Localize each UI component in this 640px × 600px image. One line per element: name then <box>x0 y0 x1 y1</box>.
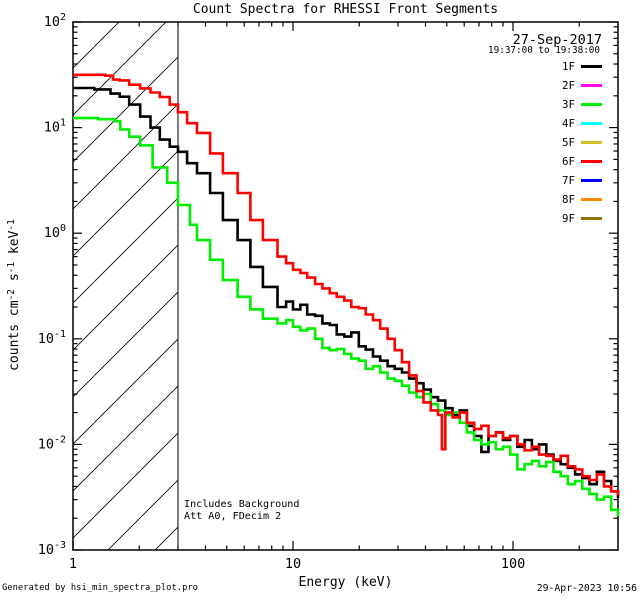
x-tick-label: 100 <box>501 556 525 572</box>
y-tick-label: 10-2 <box>38 434 66 452</box>
legend-label-2F: 2F <box>561 78 575 92</box>
legend-entry-1F: 1F <box>533 57 602 76</box>
legend-swatch-8F <box>581 198 602 202</box>
annotation-attenuator-state: Att A0, FDecim 2 <box>184 511 282 522</box>
footer-timestamp: 29-Apr-2023 10:56 <box>536 583 637 594</box>
legend-entry-8F: 8F <box>533 190 602 209</box>
y-axis-label-segment: -2 <box>6 288 17 301</box>
legend-label-1F: 1F <box>561 59 575 73</box>
y-tick-label: 10-3 <box>38 540 66 558</box>
legend-label-3F: 3F <box>561 97 575 111</box>
curve-3F <box>73 116 620 516</box>
y-axis-label-segment: s <box>7 273 22 289</box>
x-tick-label: 10 <box>285 556 301 572</box>
y-tick-label: 10-1 <box>38 329 66 347</box>
curve-1F <box>73 86 620 499</box>
legend-label-7F: 7F <box>561 174 575 188</box>
footer-generator-text: Generated by hsi_min_spectra_plot.pro <box>2 583 198 593</box>
hatch-region <box>73 22 178 550</box>
annotation-includes-background: Includes Background <box>184 499 300 510</box>
legend-swatch-9F <box>581 217 602 221</box>
x-axis-label: Energy (keV) <box>298 575 393 590</box>
legend-swatch-3F <box>581 102 602 106</box>
chart-title: Count Spectra for RHESSI Front Segments <box>192 2 499 17</box>
legend-label-4F: 4F <box>561 116 575 130</box>
legend-entry-4F: 4F <box>533 114 602 133</box>
legend-label-8F: 8F <box>561 193 575 207</box>
legend-swatch-7F <box>581 179 602 183</box>
curve-6F <box>73 73 620 496</box>
y-axis-label-segment: keV <box>7 230 22 262</box>
observation-time-range: 19:37:00 to 19:38:00 <box>488 45 600 56</box>
legend-entry-6F: 6F <box>533 152 602 171</box>
y-axis-label-segment: -1 <box>6 261 17 274</box>
legend-entry-7F: 7F <box>533 171 602 190</box>
legend-swatch-1F <box>581 64 602 68</box>
y-tick-label: 102 <box>44 12 66 30</box>
legend-label-6F: 6F <box>561 155 575 169</box>
legend-label-5F: 5F <box>561 135 575 149</box>
plot-frame <box>72 21 619 551</box>
legend-swatch-4F <box>581 121 602 125</box>
legend-entry-9F: 9F <box>533 209 602 228</box>
legend-swatch-5F <box>581 140 602 144</box>
y-axis-label-segment: counts cm <box>7 300 22 371</box>
legend-label-9F: 9F <box>561 212 575 226</box>
legend-entry-2F: 2F <box>533 76 602 95</box>
legend-swatch-2F <box>581 83 602 87</box>
legend-swatch-6F <box>581 160 602 164</box>
y-tick-label: 100 <box>44 223 66 241</box>
observation-date: 27-Sep-2017 <box>512 32 602 48</box>
legend-entry-5F: 5F <box>533 133 602 152</box>
x-tick-label: 1 <box>69 556 77 572</box>
y-tick-label: 101 <box>44 118 66 136</box>
y-axis-label-segment: -1 <box>6 219 17 231</box>
legend-entry-3F: 3F <box>533 95 602 114</box>
y-axis-label: counts cm-2 s-1 keV-1 <box>6 219 22 371</box>
